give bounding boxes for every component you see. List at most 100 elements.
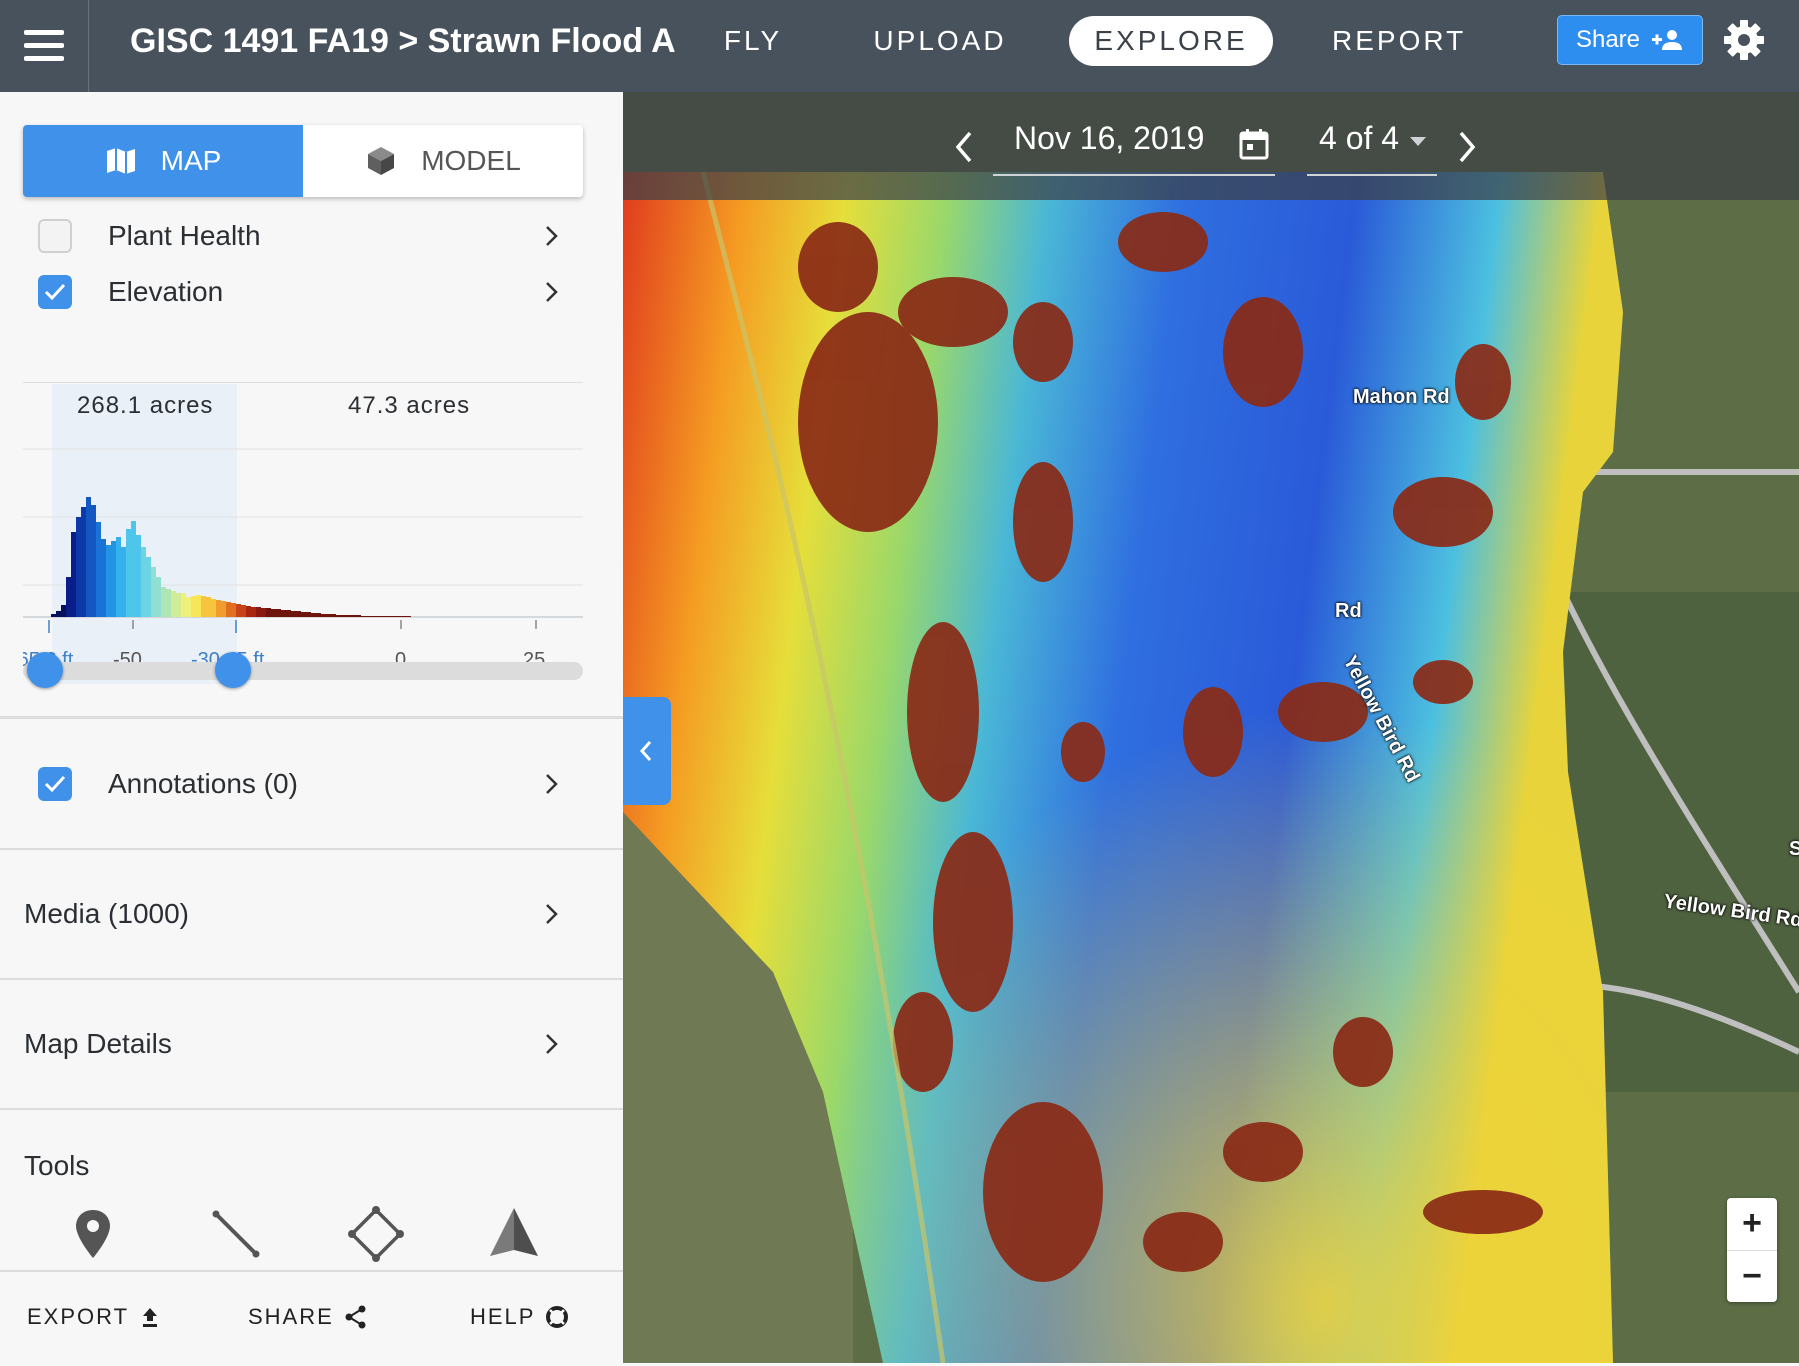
map-view[interactable]: Mahon Rd Rd Yellow Bird Rd Yellow Bird R…	[623, 92, 1799, 1363]
model-view-button[interactable]: MODEL	[303, 125, 583, 197]
histogram-bar	[296, 611, 301, 617]
chevron-right-icon[interactable]	[1456, 130, 1478, 164]
nav-upload[interactable]: UPLOAD	[873, 25, 1007, 56]
histogram-bar	[216, 600, 221, 617]
histogram-bar	[211, 599, 216, 617]
histogram-bar	[106, 545, 111, 617]
histogram-bar	[341, 615, 346, 617]
divider	[0, 848, 623, 850]
divider	[0, 716, 623, 719]
divider	[0, 978, 623, 980]
histogram-bar	[276, 609, 281, 617]
sidebar-footer: EXPORT SHARE HELP	[0, 1270, 623, 1366]
histogram-bar	[396, 616, 401, 617]
model-view-label: MODEL	[421, 145, 521, 176]
histogram-bar	[256, 607, 261, 617]
histogram-bar	[96, 522, 101, 617]
page-indicator[interactable]: 4 of 4	[1319, 120, 1400, 156]
help-label: HELP	[470, 1304, 536, 1329]
add-people-icon	[1652, 30, 1683, 50]
divider	[0, 1108, 623, 1110]
histogram-bar	[191, 596, 196, 617]
top-bar: GISC 1491 FA19 > Strawn Flood A FLY UPLO…	[0, 0, 1799, 92]
histogram-bar	[371, 616, 376, 617]
histogram-bar	[376, 616, 381, 617]
histogram-bar	[66, 577, 71, 617]
histogram-bar	[56, 611, 61, 617]
histogram-bar	[181, 593, 186, 617]
media-label: Media (1000)	[24, 898, 189, 929]
histogram-bar	[51, 614, 56, 617]
map-details-row[interactable]: Map Details	[0, 1014, 623, 1074]
help-button[interactable]: HELP	[470, 1304, 569, 1330]
upload-icon	[143, 1308, 158, 1327]
share-button-label: Share	[1575, 26, 1641, 53]
histogram-bar	[311, 613, 316, 617]
histogram-bar	[151, 567, 156, 617]
histogram-bar	[236, 604, 241, 617]
export-button[interactable]: EXPORT	[27, 1304, 161, 1330]
chevron-left-icon[interactable]	[953, 130, 975, 164]
nav-fly[interactable]: FLY	[723, 25, 783, 56]
histogram-bar	[226, 602, 231, 617]
histogram-bar	[316, 613, 321, 617]
histogram-bar	[381, 616, 386, 617]
histogram-bar	[401, 616, 406, 617]
nav-report[interactable]: REPORT	[1332, 25, 1467, 56]
layer-elevation[interactable]: Elevation	[0, 262, 623, 322]
sidebar: MAP MODEL Plant Health Elevation 268.1 a…	[0, 92, 623, 1366]
range-max-handle[interactable]	[215, 652, 251, 688]
chevron-right-icon	[546, 226, 558, 246]
histogram-bar	[231, 603, 236, 617]
share-footer-button[interactable]: SHARE	[248, 1304, 368, 1330]
elevation-label: Elevation	[108, 276, 224, 307]
map-view-button[interactable]: MAP	[23, 125, 303, 197]
histogram-bar	[101, 539, 106, 617]
range-min-handle[interactable]	[27, 652, 64, 688]
histogram-bar	[281, 610, 286, 617]
volume-icon[interactable]	[484, 1204, 544, 1264]
histogram-bar	[306, 612, 311, 617]
gear-icon[interactable]	[1722, 18, 1766, 62]
media-row[interactable]: Media (1000)	[0, 884, 623, 944]
histogram-bar	[326, 614, 331, 617]
histogram-bar	[321, 614, 326, 617]
caret-down-icon[interactable]	[1409, 136, 1427, 148]
pin-icon[interactable]	[63, 1204, 123, 1264]
histogram-bar	[366, 616, 371, 617]
calendar-icon[interactable]	[1239, 128, 1269, 160]
chevron-right-icon	[546, 904, 558, 924]
date-navigation-bar: Nov 16, 2019 4 of 4	[623, 92, 1799, 200]
date-label[interactable]: Nov 16, 2019	[1014, 120, 1205, 156]
chevron-right-icon	[546, 1034, 558, 1054]
area-polygon-icon[interactable]	[346, 1204, 406, 1264]
divider	[23, 382, 583, 383]
breadcrumb[interactable]: GISC 1491 FA19 > Strawn Flood A	[130, 22, 675, 60]
histogram-bar	[136, 535, 141, 617]
plant-health-checkbox[interactable]	[38, 219, 72, 253]
lifebuoy-icon	[546, 1306, 569, 1328]
histogram-bar	[291, 611, 296, 617]
zoom-in-button[interactable]: +	[1727, 1198, 1777, 1251]
histogram-bar	[141, 547, 146, 617]
road-label: Rd	[1335, 600, 1362, 622]
hamburger-menu-button[interactable]	[0, 0, 89, 92]
measure-line-icon[interactable]	[206, 1204, 266, 1264]
zoom-out-button[interactable]: −	[1742, 1257, 1762, 1295]
annotations-row[interactable]: Annotations (0)	[0, 754, 623, 814]
road-label: Mahon Rd	[1353, 386, 1450, 408]
histogram-bar	[251, 607, 256, 617]
layer-plant-health[interactable]: Plant Health	[0, 206, 623, 266]
nav-explore[interactable]: EXPLORE	[1069, 16, 1273, 66]
collapse-sidebar-button[interactable]	[623, 697, 671, 805]
annotations-checkbox[interactable]	[38, 767, 72, 801]
histogram-bar	[91, 505, 96, 617]
histogram-bar	[71, 532, 76, 617]
elevation-checkbox[interactable]	[38, 275, 72, 309]
share-button[interactable]: Share	[1557, 15, 1703, 65]
share-icon	[345, 1305, 366, 1329]
histogram-bar	[161, 587, 166, 617]
elevation-range-slider[interactable]	[23, 662, 583, 680]
plant-health-label: Plant Health	[108, 220, 261, 251]
histogram-bar	[166, 589, 171, 617]
